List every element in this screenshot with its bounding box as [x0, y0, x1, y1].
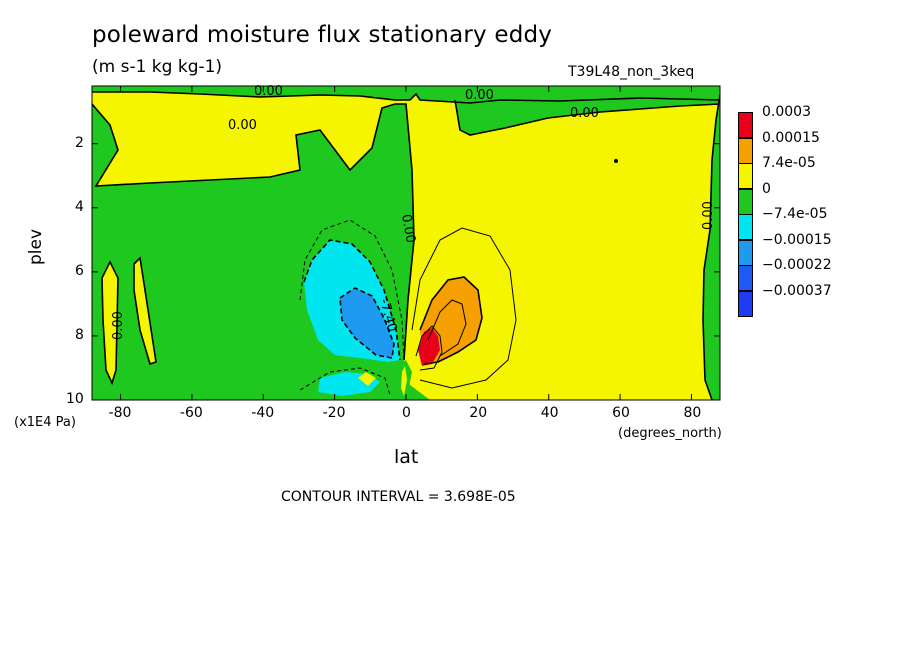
contour-neg-3 [339, 287, 395, 359]
y-tick-label: 2 [75, 134, 84, 151]
colorbar-label: −0.00022 [762, 257, 832, 273]
fill-yellow-eq-strip [401, 366, 407, 396]
x-tick-label: -20 [322, 405, 346, 421]
fill-yellow-bump [270, 108, 290, 132]
y-tick-label: 8 [75, 326, 84, 343]
x-tick-label: -60 [179, 405, 203, 421]
y-tick-label: 6 [75, 262, 84, 279]
contour-pos-2 [419, 276, 483, 365]
colorbar-label: 0 [762, 180, 771, 197]
x-tick-label: 80 [683, 405, 702, 421]
chart-title: poleward moisture flux stationary eddy [92, 22, 553, 48]
colorbar-label: −0.00037 [762, 282, 832, 299]
contour-zero-top [92, 91, 720, 104]
colorbar-swatch [738, 188, 753, 215]
colorbar-label: 7.4e-05 [762, 155, 816, 171]
colorbar-label: 0.00015 [762, 129, 820, 146]
colorbar-swatch [738, 137, 753, 164]
x-tick-label: -80 [108, 405, 132, 421]
colorbar-swatch [738, 112, 753, 138]
contour-pos-3 [427, 299, 467, 357]
contour-label: 0.00 [254, 84, 283, 99]
x-tick-label: 20 [469, 405, 488, 421]
chart-units: (m s-1 kg kg-1) [92, 57, 223, 77]
contour-neg-low [299, 367, 391, 396]
fill-green-upper-right [455, 96, 720, 135]
axis-ticks [92, 86, 720, 401]
contour-pos-1 [411, 227, 517, 389]
fill-yellow-low [358, 372, 376, 386]
colorbar-label: −7.4e-05 [762, 206, 828, 222]
x-tick-label: -40 [251, 405, 275, 421]
colorbar-label: 0.0003 [762, 104, 811, 120]
y-axis-unit: (x1E4 Pa) [14, 415, 76, 430]
colorbar-swatch [738, 163, 753, 189]
y-tick-label: 4 [75, 198, 84, 215]
colorbar-label: −0.00015 [762, 231, 832, 248]
fill-green-right [703, 95, 720, 400]
contour-neg-2 [303, 239, 401, 361]
contour-zero-south [92, 103, 415, 361]
fill-yellow-sp1 [102, 262, 118, 383]
point-marker [614, 159, 618, 163]
colorbar-swatch [738, 265, 753, 291]
contour-interval: CONTOUR INTERVAL = 3.698E-05 [281, 489, 516, 505]
contour-label: 0.00 [228, 118, 257, 133]
contour-label: 0.00 [465, 88, 494, 103]
contour-zero-sp2 [133, 256, 157, 366]
contour-zero-sp1 [101, 260, 119, 386]
x-tick-label: 40 [540, 405, 559, 421]
contour-label: 0.00 [701, 201, 716, 230]
fill-yellow-sp2 [134, 258, 156, 364]
contour-neg-1 [299, 219, 405, 361]
x-axis-unit: (degrees_north) [618, 426, 722, 441]
contour-label: 0.00 [398, 213, 418, 244]
colorbar-swatch [738, 214, 753, 240]
colorbar-swatch [738, 290, 753, 317]
run-label: T39L48_non_3keq [568, 64, 695, 80]
fill-red-max [418, 328, 440, 366]
contour-label: 0.00 [111, 311, 126, 340]
contour-lines [92, 91, 720, 400]
fill-blue-core [340, 288, 394, 358]
contour-label: 0.00 [570, 106, 599, 121]
y-axis-label: plev [26, 228, 46, 265]
x-axis-label: lat [394, 446, 419, 468]
contour-zero-right [702, 94, 720, 400]
contour-pos-4 [415, 325, 443, 371]
y-tick-label: 10 [66, 391, 84, 407]
x-tick-label: 0 [402, 405, 411, 421]
contour-zero-ne [454, 99, 720, 136]
colorbar-swatch [738, 239, 753, 266]
x-tick-label: 60 [612, 405, 630, 421]
